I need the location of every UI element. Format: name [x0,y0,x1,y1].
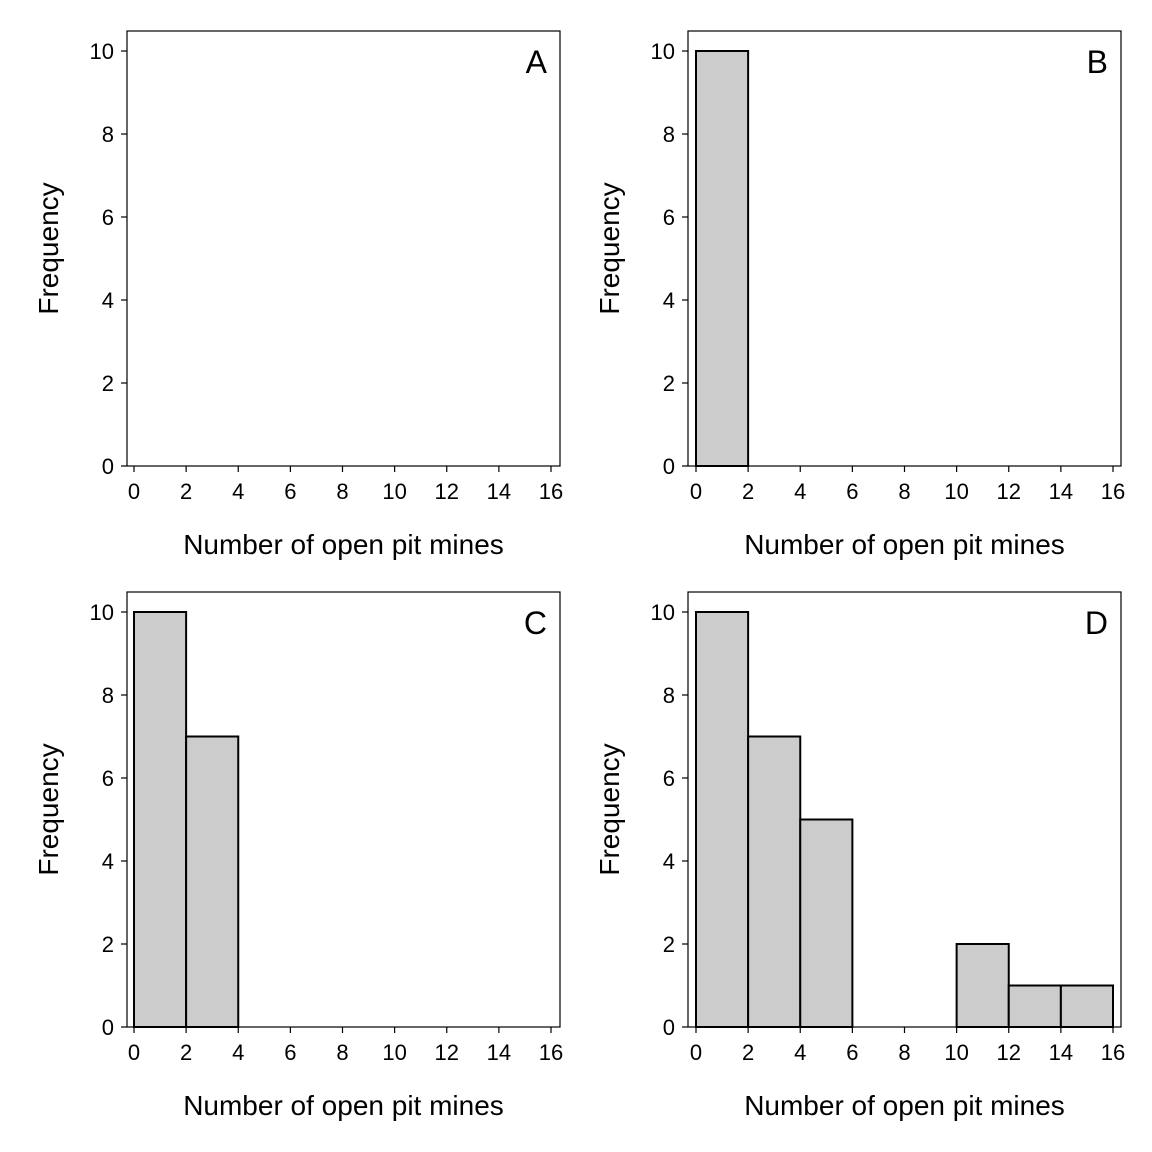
x-tick-label: 0 [128,479,140,504]
x-axis-title: Number of open pit mines [744,1090,1065,1121]
y-tick-label: 4 [102,849,114,874]
panel-label: C [524,605,547,641]
plot-frame [126,591,561,1028]
y-tick-label: 6 [663,205,675,230]
histogram-panel-b: 0 2 4 6 8 10 12 14 16 0 2 4 6 8 10 Number of open pit m… [594,30,1125,560]
x-tick-label: 8 [336,1040,348,1065]
x-tick-label: 8 [898,479,910,504]
histogram-panel-d: 0 2 4 6 8 10 12 14 16 0 2 4 6 8 10 Number of open pit m… [594,591,1125,1121]
y-tick-label: 0 [663,454,675,479]
y-axis-title: Frequency [33,182,64,314]
x-tick-label: 0 [128,1040,140,1065]
histogram-panel-a: 0 2 4 6 8 10 12 14 16 0 2 4 6 8 10 Number of open pit m… [33,30,563,560]
y-axis-title: Frequency [594,743,625,875]
y-tick-label: 8 [102,122,114,147]
y-tick-label: 0 [663,1015,675,1040]
x-tick-label: 12 [435,479,459,504]
x-tick-label: 14 [1049,479,1073,504]
y-axis-title: Frequency [33,743,64,875]
histogram-bar [1059,984,1114,1028]
y-tick-label: 2 [663,371,675,396]
y-axis-title: Frequency [594,182,625,314]
y-tick-label: 2 [102,932,114,957]
x-tick-label: 16 [539,1040,563,1065]
x-tick-label: 14 [487,1040,511,1065]
x-tick-label: 12 [997,1040,1021,1065]
x-tick-label: 8 [898,1040,910,1065]
x-tick-label: 14 [1049,1040,1073,1065]
x-tick-label: 6 [846,1040,858,1065]
x-tick-label: 8 [336,479,348,504]
plot-frame [126,30,561,467]
x-tick-label: 12 [997,479,1021,504]
x-tick-label: 10 [382,479,406,504]
histogram-bar [185,735,240,1028]
y-tick-label: 4 [102,288,114,313]
y-tick-label: 4 [663,288,675,313]
y-tick-label: 6 [663,766,675,791]
x-tick-label: 2 [180,479,192,504]
x-axis-title: Number of open pit mines [183,529,504,560]
x-tick-label: 6 [846,479,858,504]
x-axis-title: Number of open pit mines [744,529,1065,560]
y-tick-label: 10 [90,600,114,625]
x-tick-label: 2 [180,1040,192,1065]
y-tick-label: 8 [102,683,114,708]
x-tick-label: 4 [794,479,806,504]
x-tick-label: 10 [944,1040,968,1065]
y-tick-label: 10 [90,39,114,64]
y-tick-label: 2 [663,932,675,957]
plot-frame [687,30,1122,467]
x-tick-label: 16 [539,479,563,504]
x-tick-label: 6 [284,1040,296,1065]
x-tick-label: 4 [232,1040,244,1065]
x-tick-label: 2 [742,1040,754,1065]
histogram-bar [799,818,854,1028]
y-tick-label: 10 [651,39,675,64]
histogram-bar [695,611,750,1028]
x-tick-label: 6 [284,479,296,504]
x-tick-label: 4 [794,1040,806,1065]
y-tick-label: 0 [102,454,114,479]
y-tick-label: 8 [663,683,675,708]
panel-label: D [1085,605,1108,641]
x-tick-label: 16 [1101,479,1125,504]
panel-label: B [1087,44,1108,80]
panel-label: A [526,44,548,80]
y-tick-label: 2 [102,371,114,396]
y-tick-label: 6 [102,205,114,230]
histogram-bar [695,50,750,467]
y-tick-label: 6 [102,766,114,791]
x-tick-label: 16 [1101,1040,1125,1065]
y-tick-label: 0 [102,1015,114,1040]
x-tick-label: 4 [232,479,244,504]
x-tick-label: 12 [435,1040,459,1065]
x-tick-label: 14 [487,479,511,504]
y-tick-label: 10 [651,600,675,625]
histogram-bar [133,611,188,1028]
histogram-bar [747,735,802,1028]
histogram-panel-c: 0 2 4 6 8 10 12 14 16 0 2 4 6 8 10 Number of open pit m… [33,591,563,1121]
x-axis-title: Number of open pit mines [183,1090,504,1121]
x-tick-label: 0 [690,1040,702,1065]
x-tick-label: 2 [742,479,754,504]
x-tick-label: 0 [690,479,702,504]
histogram-bar [1007,984,1062,1028]
histogram-bar [955,943,1010,1028]
x-tick-label: 10 [382,1040,406,1065]
y-tick-label: 4 [663,849,675,874]
y-tick-label: 8 [663,122,675,147]
x-tick-label: 10 [944,479,968,504]
